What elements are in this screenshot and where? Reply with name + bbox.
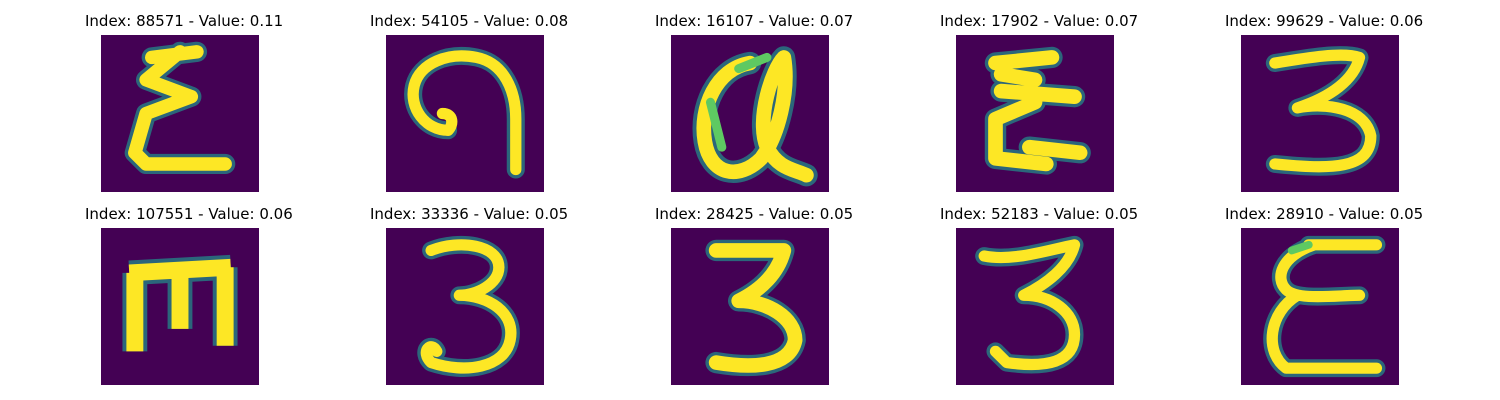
panel-title: Index: 28910 - Value: 0.05 [1225, 205, 1424, 223]
panel-title: Index: 28425 - Value: 0.05 [655, 205, 854, 223]
panel-title: Index: 107551 - Value: 0.06 [85, 205, 293, 223]
glyph-image [101, 35, 259, 192]
panel-title: Index: 33336 - Value: 0.05 [370, 205, 569, 223]
panel-title: Index: 88571 - Value: 0.11 [85, 12, 284, 30]
panel-title: Index: 99629 - Value: 0.06 [1225, 12, 1424, 30]
glyph-image [671, 35, 829, 192]
glyph-image [1241, 35, 1399, 192]
glyph-image [956, 228, 1114, 385]
glyph-image [671, 228, 829, 385]
panel-title: Index: 52183 - Value: 0.05 [940, 205, 1139, 223]
panel-title: Index: 16107 - Value: 0.07 [655, 12, 854, 30]
panel-title: Index: 54105 - Value: 0.08 [370, 12, 569, 30]
glyph-image [956, 35, 1114, 192]
panel-title: Index: 17902 - Value: 0.07 [940, 12, 1139, 30]
glyph-image [386, 35, 544, 192]
glyph-image [101, 228, 259, 385]
glyph-image [1241, 228, 1399, 385]
glyph-image [386, 228, 544, 385]
